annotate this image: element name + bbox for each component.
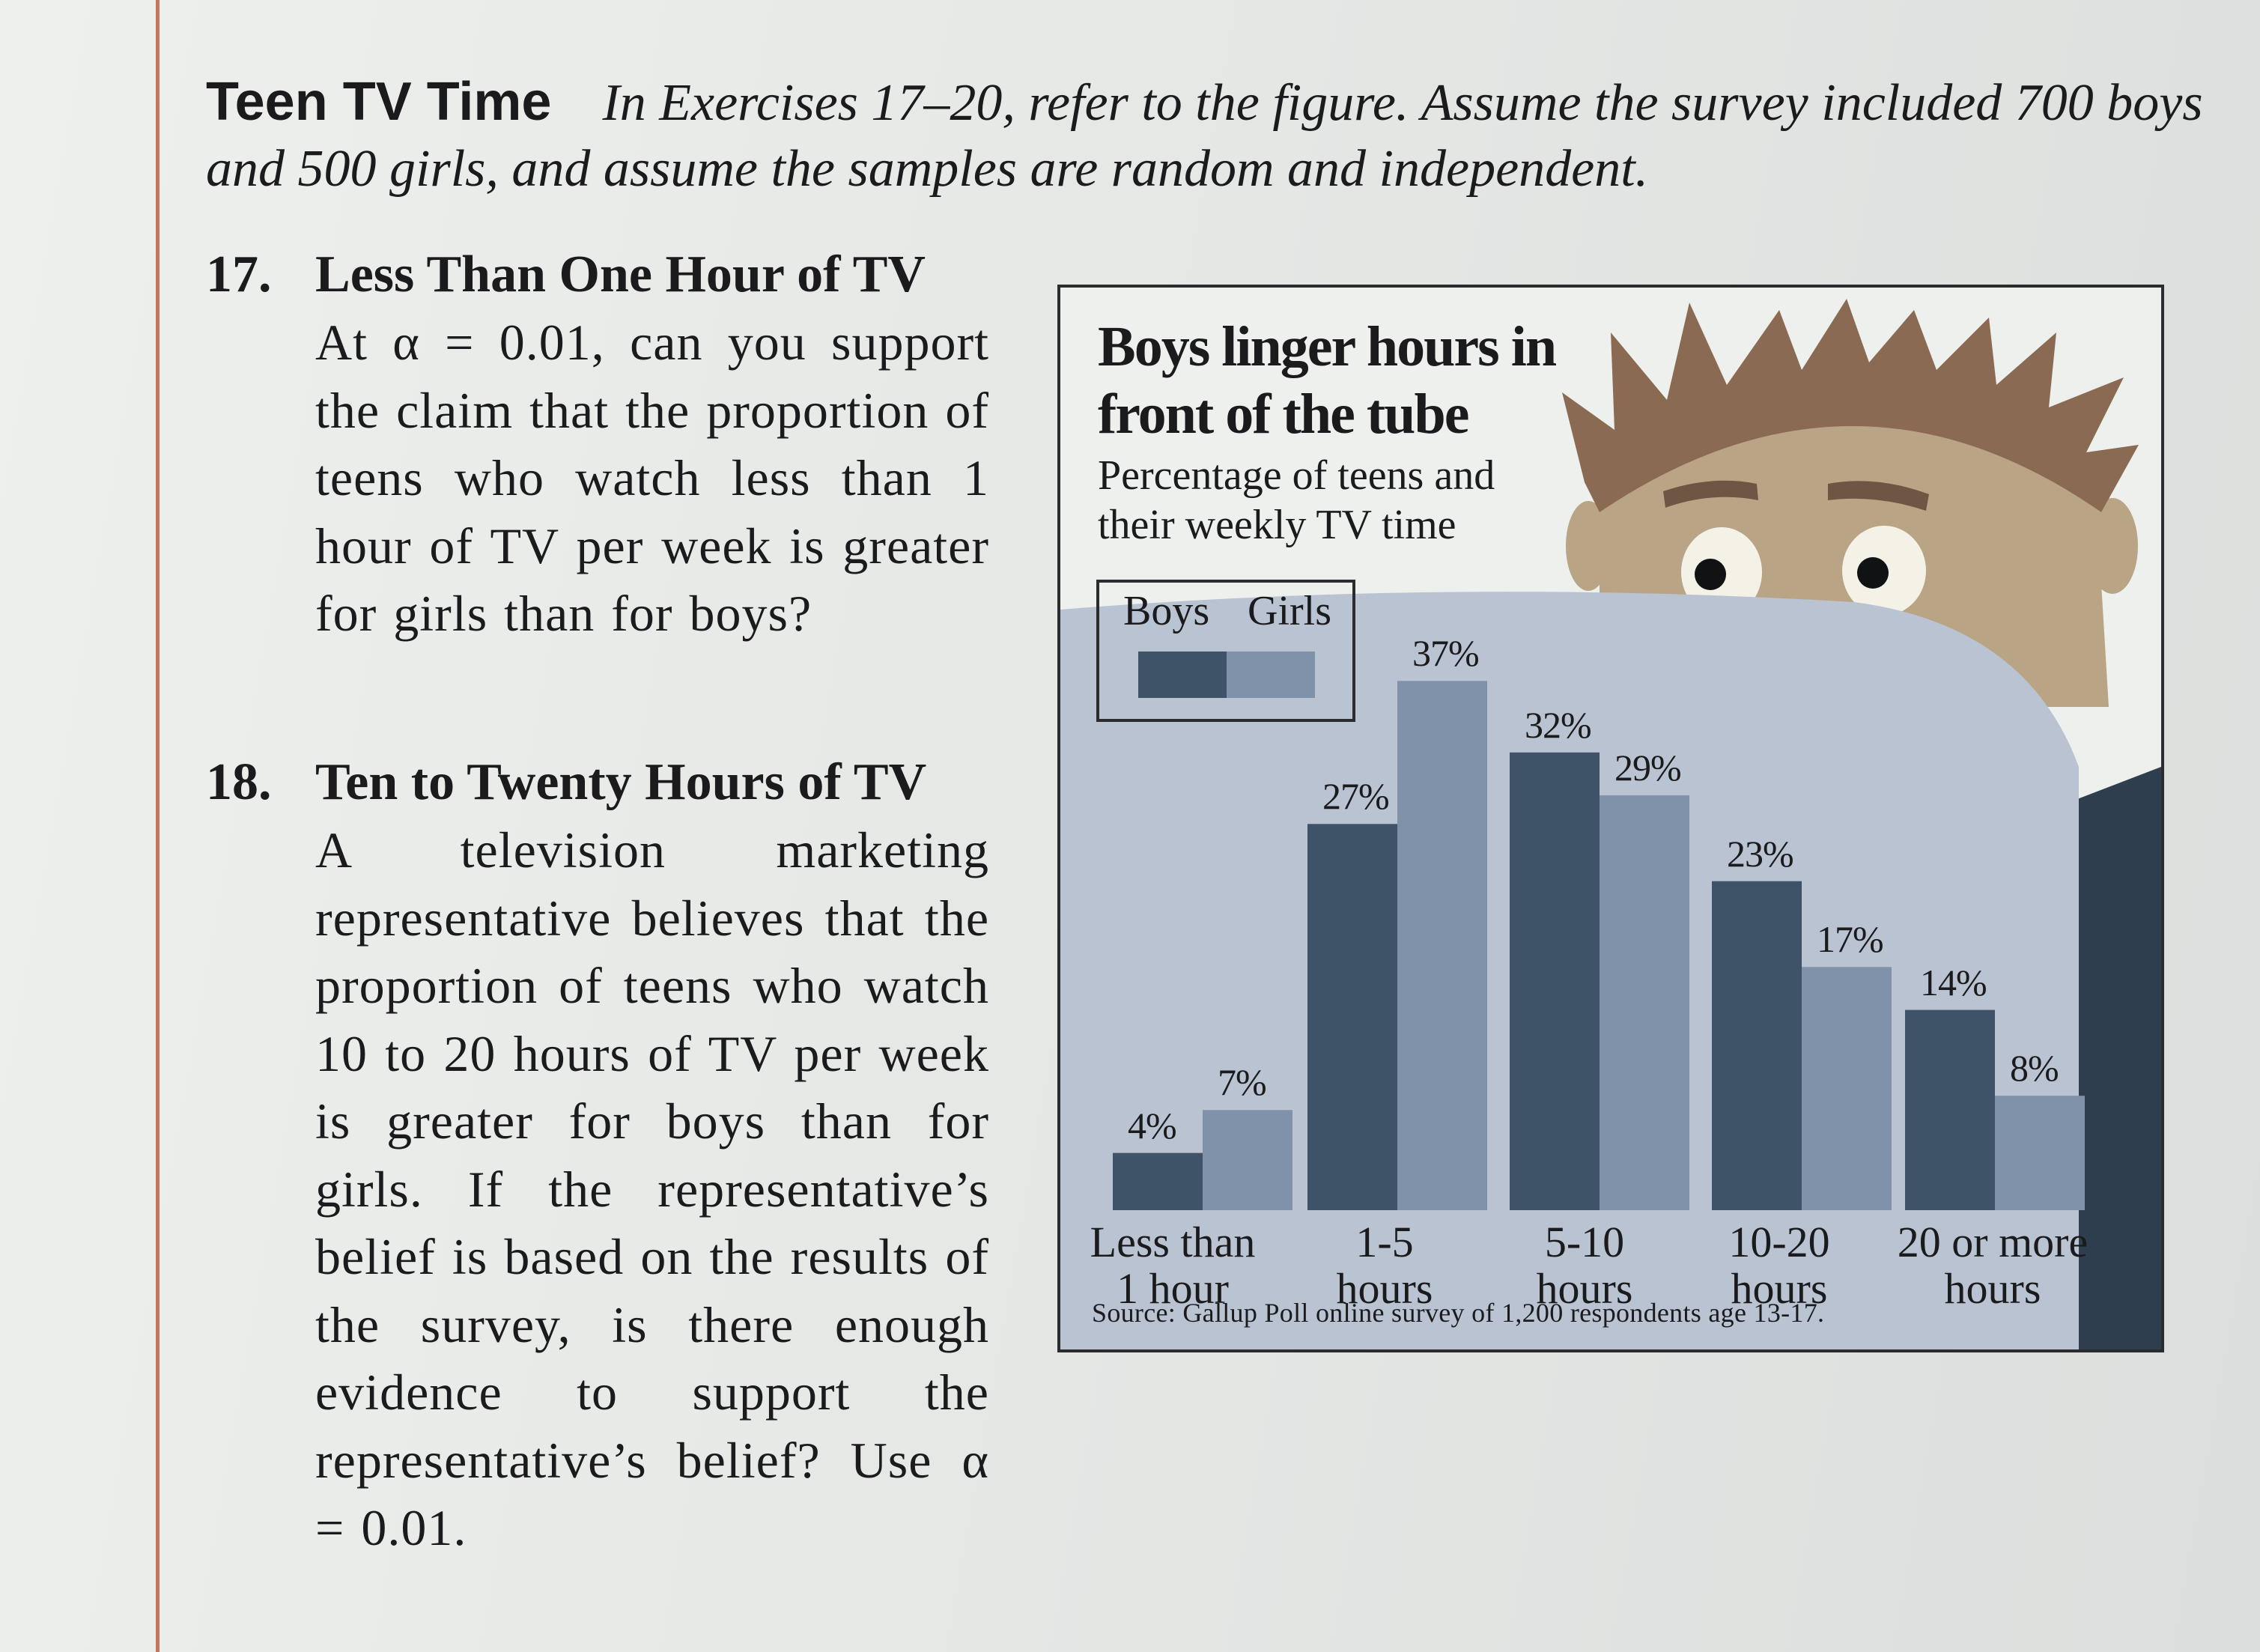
category-label-1-line-1: Less than: [1090, 1218, 1256, 1266]
bar-label-boys-2: 27%: [1322, 775, 1390, 818]
exercise-17-title: Less Than One Hour of TV: [315, 246, 926, 303]
category-label-1: Less than 1 hour: [1060, 1218, 1292, 1313]
bar-girls-2: [1397, 681, 1487, 1210]
chart-subtitle: Percentage of teens and their weekly TV …: [1098, 452, 1495, 548]
bar-label-girls-2: 37%: [1412, 632, 1480, 675]
bar-girls-1: [1203, 1110, 1292, 1210]
exercise-17: 17. Less Than One Hour of TV At α = 0.01,…: [206, 241, 1000, 648]
page-margin-line: [156, 0, 160, 1652]
category-label-5-line-2: hours: [1944, 1264, 2041, 1313]
bar-group: [1113, 681, 2085, 1210]
category-label-3-line-2: hours: [1536, 1264, 1633, 1313]
right-eyebrow-shape: [1828, 481, 1929, 511]
section-heading: Teen TV Time In Exercises 17–20, refer to…: [206, 69, 2228, 202]
category-label-2-line-1: 1-5: [1355, 1218, 1414, 1266]
bar-label-boys-5: 14%: [1920, 961, 1987, 1003]
chart-source: Source: Gallup Poll online survey of 1,2…: [1092, 1298, 1825, 1328]
category-label-4: 10-20 hours: [1659, 1219, 1899, 1312]
exercise-17-body: At α = 0.01, can you support the claim t…: [315, 314, 989, 642]
right-pupil-shape: [1857, 557, 1889, 589]
legend-label-girls: Girls: [1248, 588, 1331, 634]
legend-swatch-girls: [1227, 652, 1315, 698]
shirt-shape: [2064, 767, 2161, 1349]
legend-swatch-boys: [1138, 652, 1227, 698]
bar-label-boys-1: 4%: [1128, 1104, 1177, 1147]
bar-label-girls-4: 17%: [1817, 918, 1884, 961]
category-label-4-line-1: 10-20: [1728, 1218, 1830, 1266]
category-label-3-line-1: 5-10: [1544, 1218, 1625, 1266]
category-label-2-line-2: hours: [1336, 1264, 1433, 1313]
bar-label-boys-3: 32%: [1525, 703, 1592, 746]
tv-time-figure: Boys linger hours in front of the tube P…: [1057, 285, 2164, 1352]
section-title: Teen TV Time: [206, 72, 552, 132]
exercise-17-header: 17. Less Than One Hour of TV: [206, 241, 1000, 309]
bar-label-girls-3: 29%: [1614, 747, 1682, 789]
bar-label-girls-1: 7%: [1218, 1061, 1267, 1104]
chart-title: Boys linger hours in front of the tube: [1098, 315, 1557, 446]
chart-legend: Boys Girls: [1096, 580, 1355, 722]
exercise-18-body: A television marketing representative be…: [315, 822, 989, 1556]
bar-label-girls-5: 8%: [2010, 1047, 2059, 1090]
bar-label-boys-4: 23%: [1727, 832, 1794, 875]
exercise-18-number: 18.: [206, 753, 272, 811]
exercise-18-header: 18. Ten to Twenty Hours of TV: [206, 749, 1000, 816]
teen-peeking-over-blanket-icon: [1060, 299, 2161, 1349]
section-intro: In Exercises 17–20, refer to the figure.…: [206, 74, 2203, 198]
category-label-1-line-2: 1 hour: [1117, 1264, 1229, 1313]
exercise-17-number: 17.: [206, 246, 272, 303]
exercise-18-title: Ten to Twenty Hours of TV: [315, 753, 927, 811]
category-label-4-line-2: hours: [1731, 1264, 1828, 1313]
left-pupil-shape: [1695, 559, 1726, 590]
exercise-18: 18. Ten to Twenty Hours of TV A televisio…: [206, 749, 1000, 1562]
bar-boys-4: [1712, 881, 1802, 1210]
category-label-5: 20 or more hours: [1873, 1219, 2112, 1312]
bar-girls-3: [1600, 795, 1689, 1210]
category-label-3: 5-10 hours: [1465, 1219, 1704, 1312]
bar-girls-4: [1802, 967, 1892, 1210]
bar-boys-5: [1905, 1009, 1995, 1210]
category-label-5-line-1: 20 or more: [1897, 1218, 2089, 1266]
category-label-2: 1-5 hours: [1265, 1219, 1504, 1312]
bar-girls-5: [1995, 1096, 2085, 1210]
left-eyebrow-shape: [1663, 480, 1758, 508]
bar-boys-3: [1510, 752, 1600, 1210]
bar-boys-2: [1307, 824, 1397, 1210]
legend-label-boys: Boys: [1123, 588, 1210, 634]
hair-shape: [1562, 299, 2139, 512]
bar-boys-1: [1113, 1153, 1203, 1210]
